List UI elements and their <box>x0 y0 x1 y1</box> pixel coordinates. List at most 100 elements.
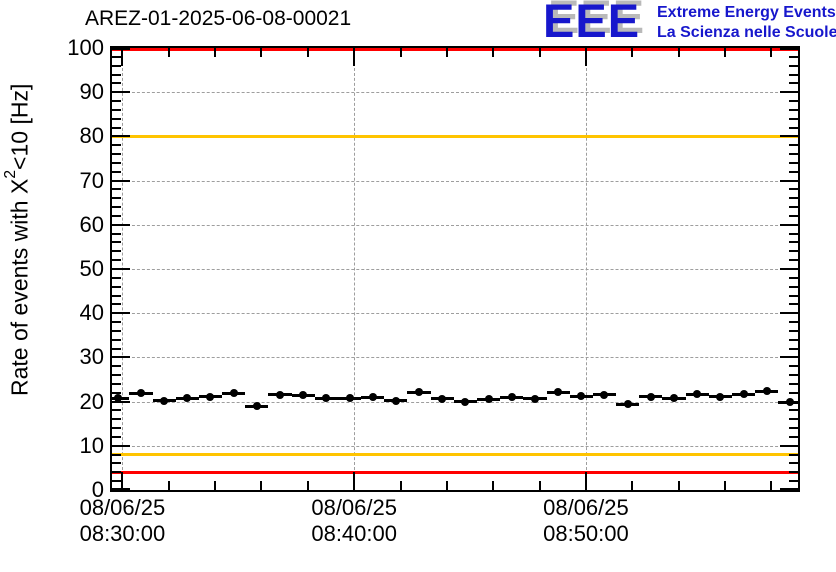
y-tick-right <box>789 197 798 200</box>
data-point <box>577 392 586 401</box>
x-tick-bottom <box>445 481 448 490</box>
y-tick-left <box>112 471 121 474</box>
y-tick-right <box>789 214 798 217</box>
eee-logo-tagline: Extreme Energy Events La Scienza nelle S… <box>657 3 836 43</box>
y-tick-right <box>789 303 798 306</box>
y-tick-left <box>112 232 121 235</box>
y-tick-left <box>112 453 121 456</box>
y-tick-right <box>789 82 798 85</box>
y-tick-left <box>112 259 121 262</box>
y-tick-label: 70 <box>79 167 104 193</box>
data-point <box>276 390 285 399</box>
x-gridline <box>585 48 587 490</box>
data-point <box>762 387 771 396</box>
x-tick-top <box>538 48 541 57</box>
x-tick-top <box>167 48 170 57</box>
data-point <box>554 388 563 397</box>
y-tick-right <box>789 427 798 430</box>
y-tick-label: 50 <box>79 256 104 281</box>
x-tick-top <box>492 48 495 57</box>
x-tick-bottom <box>770 481 773 490</box>
threshold-line-warning-high <box>112 134 798 138</box>
y-tick-right <box>789 329 798 332</box>
data-point <box>415 388 424 397</box>
y-tick-right <box>789 117 798 120</box>
x-tick-top <box>214 48 217 57</box>
y-tick-left <box>112 214 121 217</box>
y-tick-right <box>789 153 798 156</box>
y-tick-label: 30 <box>79 344 104 370</box>
y-tick-left <box>112 488 130 490</box>
y-tick-left <box>112 48 130 50</box>
y-tick-right <box>789 73 798 76</box>
x-tick-top <box>677 48 680 57</box>
data-point <box>206 392 215 401</box>
chi-square-superscript: 2 <box>2 170 19 179</box>
y-gridline <box>112 224 798 226</box>
y-gridline <box>112 180 798 182</box>
x-tick-bottom <box>492 481 495 490</box>
y-tick-left <box>112 276 121 279</box>
x-tick-bottom <box>167 481 170 490</box>
y-tick-left <box>112 347 121 350</box>
x-tick-bottom <box>584 472 587 490</box>
y-tick-right <box>789 144 798 147</box>
y-tick-right <box>789 374 798 377</box>
x-tick-bottom <box>723 481 726 490</box>
y-tick-left <box>112 374 121 377</box>
y-tick-left <box>112 391 121 394</box>
x-tick-bottom <box>214 481 217 490</box>
y-tick-right <box>780 179 798 182</box>
y-tick-left <box>112 153 121 156</box>
y-tick-right <box>789 382 798 385</box>
y-tick-right <box>789 170 798 173</box>
data-point <box>530 394 539 403</box>
y-tick-left <box>112 73 121 76</box>
x-tick-bottom <box>631 481 634 490</box>
y-tick-left <box>112 409 121 412</box>
x-tick-bottom <box>353 472 356 490</box>
y-tick-right <box>789 126 798 129</box>
data-point <box>229 389 238 398</box>
y-tick-right <box>789 108 798 111</box>
y-tick-label: 10 <box>79 432 104 458</box>
y-gridline <box>112 269 798 270</box>
x-tick-label-date: 08/06/25 <box>543 495 629 520</box>
y-tick-left <box>112 435 121 438</box>
y-tick-right <box>789 285 798 288</box>
y-tick-right <box>789 100 798 103</box>
y-tick-left <box>112 64 121 67</box>
eee-logo: EEE <box>543 0 640 46</box>
y-tick-left <box>112 161 121 164</box>
x-tick-top <box>399 48 402 57</box>
y-tick-left <box>112 55 121 58</box>
y-tick-right <box>789 338 798 341</box>
x-tick-label-date: 08/06/25 <box>79 495 166 520</box>
y-tick-left <box>112 268 130 270</box>
y-tick-left <box>112 179 130 182</box>
y-tick-left <box>112 82 121 85</box>
y-tick-right <box>780 268 798 270</box>
y-tick-left <box>112 285 121 288</box>
data-point <box>600 390 609 399</box>
x-tick-top <box>306 48 309 57</box>
x-gridline <box>354 48 356 490</box>
threshold-line-alarm-low <box>112 470 798 474</box>
x-tick-bottom <box>121 472 124 490</box>
y-tick-right <box>780 223 798 226</box>
y-tick-right <box>780 91 798 94</box>
y-tick-left <box>112 400 130 403</box>
y-tick-right <box>780 356 798 359</box>
y-gridline <box>112 357 798 359</box>
y-tick-left <box>112 206 121 209</box>
data-point <box>507 393 516 402</box>
y-tick-left <box>112 427 121 430</box>
x-tick-top <box>631 48 634 57</box>
data-point <box>113 394 122 403</box>
y-gridline <box>112 313 798 315</box>
y-gridline <box>112 92 798 94</box>
y-axis-title: Rate of events with X2<10 [Hz] <box>2 83 33 397</box>
data-point <box>484 395 493 404</box>
y-tick-right <box>780 312 798 315</box>
data-point <box>160 396 169 405</box>
